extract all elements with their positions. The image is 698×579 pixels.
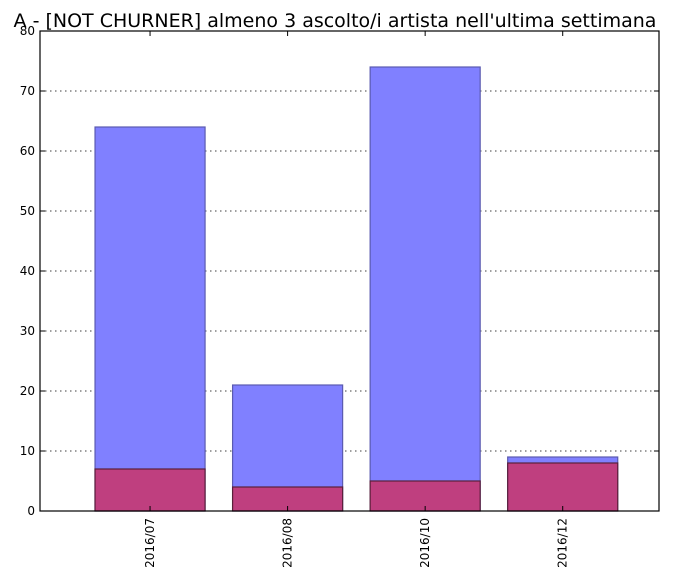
bar-series-1-2016-07 xyxy=(94,126,206,512)
bar-series-1-2016-10 xyxy=(369,66,481,512)
y-tick-label: 40 xyxy=(20,264,35,278)
x-tick-label: 2016/12 xyxy=(556,518,570,568)
y-tick-label: 60 xyxy=(20,144,35,158)
y-tick-label: 80 xyxy=(20,24,35,38)
y-tick-label: 0 xyxy=(27,504,35,518)
y-tick-label: 10 xyxy=(20,444,35,458)
y-tick-label: 50 xyxy=(20,204,35,218)
bar-series-2-2016-12 xyxy=(507,462,619,512)
x-tick-label: 2016/07 xyxy=(143,518,157,568)
x-tick-label: 2016/08 xyxy=(281,518,295,568)
y-tick-label: 20 xyxy=(20,384,35,398)
x-axis: 2016/07 2016/08 2016/10 2016/12 xyxy=(143,31,570,568)
bar-series-2-2016-07 xyxy=(94,468,206,512)
y-axis: 0 10 20 30 40 50 60 70 80 xyxy=(20,24,659,518)
y-tick-label: 30 xyxy=(20,324,35,338)
bars xyxy=(94,66,619,512)
y-tick-label: 70 xyxy=(20,84,35,98)
grid-lines xyxy=(40,90,659,452)
x-tick-label: 2016/10 xyxy=(418,518,432,568)
chart-title: A - [NOT CHURNER] almeno 3 ascolto/i art… xyxy=(14,10,657,32)
